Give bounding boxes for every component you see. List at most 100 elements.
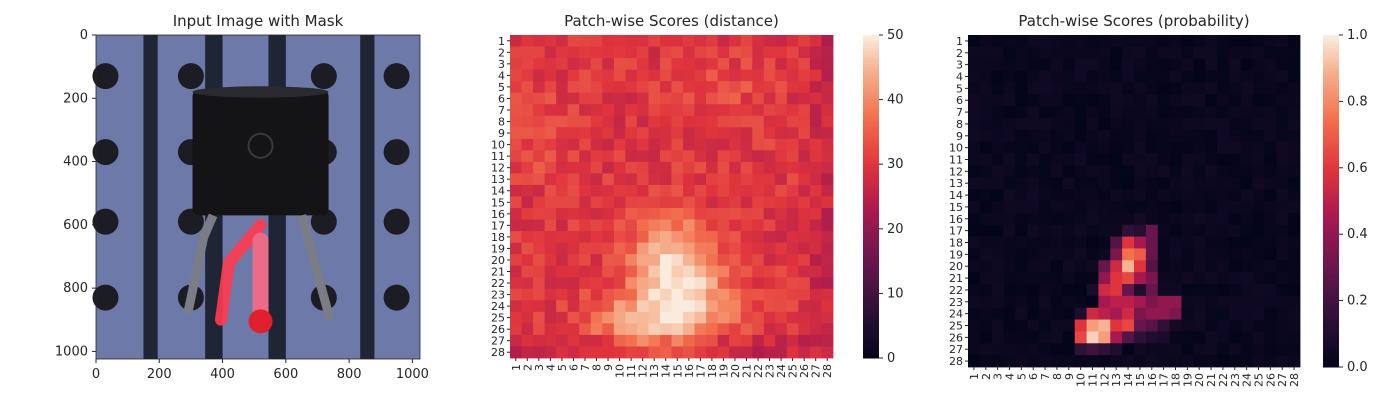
y-tick-label: 4 — [956, 71, 963, 84]
heatmap-cell — [979, 331, 993, 344]
heatmap-cell — [1086, 307, 1099, 320]
colorbar-segment — [1323, 137, 1339, 142]
heatmap-cell — [1086, 201, 1099, 214]
heatmap-cell — [533, 231, 546, 244]
heatmap-cell — [521, 265, 534, 278]
y-tick-label: 1 — [498, 35, 505, 48]
heatmap-cell — [1003, 248, 1016, 261]
heatmap-cell — [510, 115, 522, 128]
heatmap-cell — [602, 231, 615, 244]
colorbar-segment — [863, 157, 879, 162]
heatmap-cell — [798, 104, 811, 117]
heatmap-cell — [752, 254, 765, 267]
heatmap-cell — [1145, 82, 1159, 95]
heatmap-cell — [1074, 153, 1087, 166]
heatmap-cell — [1039, 236, 1052, 249]
heatmap-cell — [1039, 70, 1052, 83]
heatmap-cell — [1110, 165, 1123, 178]
heatmap-cell — [1134, 70, 1147, 83]
heatmap-cell — [1205, 248, 1218, 261]
heatmap-cell — [752, 150, 765, 163]
heatmap-cell — [1027, 343, 1040, 356]
colorbar-segment — [863, 306, 879, 311]
heatmap-cell — [1122, 319, 1135, 332]
heatmap-cell — [556, 334, 569, 347]
colorbar-segment — [863, 274, 879, 278]
heatmap-cell — [683, 35, 695, 47]
heatmap-cell — [809, 323, 822, 336]
heatmap-cell — [775, 58, 788, 71]
colorbar-segment — [863, 183, 879, 188]
heatmap-cell — [1217, 343, 1230, 356]
heatmap-cell — [775, 323, 788, 336]
heatmap-cell — [1252, 153, 1265, 166]
heatmap-cell — [1252, 106, 1265, 119]
heatmap-cell — [533, 92, 546, 105]
heatmap-cell — [1276, 355, 1289, 368]
heatmap-cell — [1062, 177, 1076, 190]
heatmap-cell — [683, 150, 695, 163]
heatmap-cell — [683, 231, 695, 244]
heatmap-cell — [1193, 343, 1206, 356]
heatmap-cell — [533, 288, 546, 301]
heatmap-cell — [1288, 212, 1301, 226]
heatmap-cell — [1157, 260, 1170, 273]
heatmap-cell — [752, 242, 765, 255]
x-tick-label: 16 — [683, 364, 696, 378]
heatmap-cell — [1062, 141, 1076, 154]
heatmap-cell — [786, 334, 799, 347]
heatmap-cell — [1122, 70, 1135, 83]
colorbar-segment — [863, 215, 879, 220]
x-tick-label: 5 — [556, 364, 569, 371]
heatmap-cell — [1098, 58, 1111, 71]
colorbar-segment — [863, 115, 879, 120]
heatmap-cell — [991, 248, 1004, 261]
heatmap-cell — [1240, 236, 1253, 249]
heatmap-cell — [648, 254, 661, 267]
board-hole — [177, 63, 204, 90]
heatmap-cell — [752, 161, 765, 174]
heatmap-cell — [544, 69, 557, 82]
heatmap-cell — [1074, 295, 1087, 309]
heatmap-cell — [1228, 70, 1242, 83]
heatmap-cell — [1051, 153, 1064, 166]
heatmap-cell — [590, 35, 603, 47]
heatmap-cell — [809, 69, 822, 82]
y-tick-label: 0 — [80, 28, 88, 43]
colorbar-segment — [1323, 101, 1339, 106]
heatmap-cell — [671, 81, 684, 94]
heatmap-cell — [1098, 331, 1111, 344]
colorbar-segment — [863, 228, 879, 233]
heatmap-cell — [1205, 141, 1218, 154]
heatmap-cell — [544, 288, 557, 301]
x-tick-label: 2 — [521, 364, 534, 371]
heatmap-cell — [809, 219, 822, 232]
heatmap-cell — [798, 231, 811, 244]
heatmap-cell — [1217, 248, 1230, 261]
heatmap-cell — [1288, 118, 1301, 131]
heatmap-cell — [1074, 177, 1087, 190]
y-tick-label: 24 — [491, 300, 505, 313]
heatmap-cell — [979, 201, 993, 214]
heatmap-cell — [798, 300, 811, 313]
heatmap-cell — [1110, 70, 1123, 83]
heatmap-cell — [798, 184, 811, 197]
colorbar-segment — [863, 148, 879, 152]
heatmap-cell — [706, 184, 719, 197]
colorbar-segment — [1323, 35, 1339, 39]
x-tick-label: 17 — [694, 364, 707, 378]
heatmap-cell — [1003, 201, 1016, 214]
heatmap-cell — [1122, 224, 1135, 237]
heatmap-cell — [729, 161, 742, 174]
colorbar-segment — [863, 244, 879, 249]
heatmap-cell — [533, 138, 546, 151]
heatmap-cell — [991, 307, 1004, 320]
heatmap-cell — [625, 138, 638, 151]
heatmap-cell — [717, 46, 730, 59]
heatmap-cell — [567, 69, 580, 82]
colorbar-segment — [863, 319, 879, 323]
heatmap-cell — [1157, 355, 1170, 368]
heatmap-cell — [1039, 153, 1052, 166]
heatmap-cell — [979, 189, 993, 202]
heatmap-cell — [683, 69, 695, 82]
